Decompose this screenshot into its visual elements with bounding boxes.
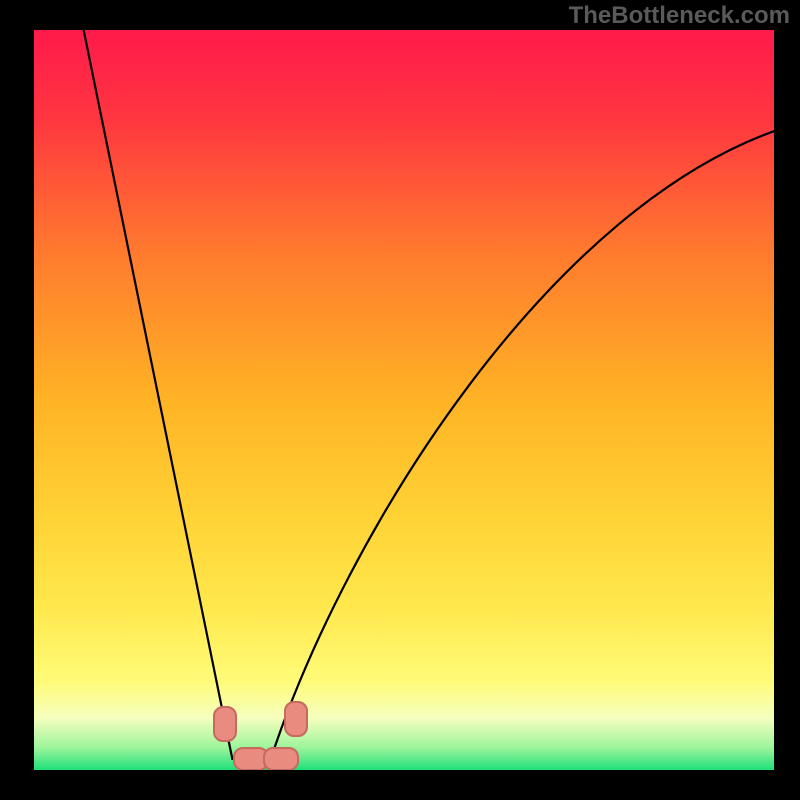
valley-marker [284, 701, 308, 737]
plot-area [34, 30, 774, 770]
valley-marker [213, 706, 237, 742]
watermark-text: TheBottleneck.com [569, 2, 790, 30]
valley-markers [34, 30, 774, 770]
chart-canvas: TheBottleneck.com [0, 0, 800, 800]
valley-marker [263, 747, 299, 770]
